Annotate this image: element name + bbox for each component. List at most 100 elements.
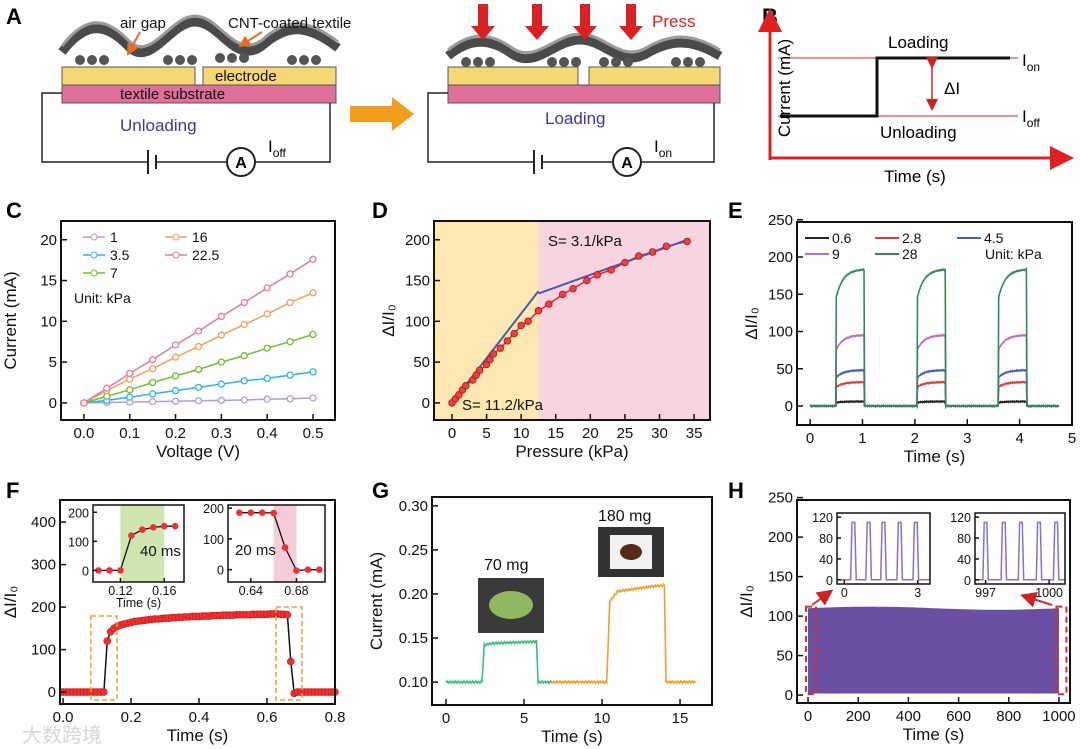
electrode-left-pressed — [447, 66, 579, 86]
y-tick-label: 300 — [31, 557, 56, 574]
y-tick-label: 80 — [819, 532, 833, 546]
data-point — [648, 248, 657, 256]
y-axis-title: ΔI/I₀ — [1, 586, 20, 619]
inset-point — [281, 544, 289, 551]
data-point — [607, 266, 615, 274]
inset-point — [106, 567, 113, 574]
data-point — [194, 383, 203, 392]
chart-c-current-voltage: 0.0 0.1 0.2 0.3 0.4 0.5 0 5 10 15 20 Voltage (V) Cur… — [1, 220, 336, 461]
x-tick-label: 0.0 — [53, 709, 74, 726]
y-tick-label: 0.30 — [399, 498, 428, 515]
delta-i-label: ΔI — [944, 79, 960, 98]
data-point — [583, 276, 591, 285]
ammeter-label-right: A — [621, 155, 633, 172]
y-tick-label: 120 — [812, 511, 833, 525]
legend-label: 28 — [902, 246, 918, 262]
data-point — [309, 289, 317, 297]
y-tick-label: 150 — [405, 273, 430, 290]
inset-point — [236, 509, 243, 516]
x-tick-label: 20 — [582, 425, 599, 442]
x-tick-label: 0.6 — [257, 709, 278, 726]
x-tick-label: 25 — [617, 425, 634, 442]
data-point — [148, 378, 157, 387]
legend-label: 3.5 — [110, 247, 130, 263]
x-axis-title: Time (s) — [903, 725, 965, 744]
series-70-mg — [445, 639, 553, 686]
zoom-box-rise — [90, 615, 118, 701]
data-point — [510, 329, 518, 338]
plot-frame — [974, 512, 1066, 585]
y-axis-title: Current (mA) — [1, 271, 20, 369]
data-point — [569, 284, 577, 293]
data-point — [263, 395, 271, 403]
b-i-on-sub: on — [1027, 60, 1040, 74]
data-point — [217, 331, 226, 339]
x-tick-label: 2 — [911, 430, 919, 447]
ammeter-icon — [226, 147, 256, 177]
data-point — [683, 237, 691, 246]
loading-label: Loading — [545, 109, 606, 128]
legend-label: 16 — [192, 229, 208, 245]
data-point — [240, 377, 248, 385]
data-point — [171, 372, 180, 380]
legend-marker — [172, 233, 180, 241]
series-1 — [80, 394, 317, 407]
data-point — [517, 321, 525, 330]
x-tick-label: 0.68 — [284, 584, 308, 598]
y-tick-label: 40 — [819, 553, 833, 567]
x-tick-label: 0.2 — [165, 425, 186, 442]
y-tick-label: 5 — [49, 354, 57, 371]
data-line — [451, 240, 688, 404]
data-point — [126, 369, 134, 378]
x-axis-title: Pressure (kPa) — [515, 442, 628, 461]
x-tick-label: 800 — [996, 708, 1021, 725]
panel-b-schematic: ΔI Loading Unloading Ion Ioff Current (m… — [758, 8, 1074, 186]
y-tick-label: 100 — [203, 533, 224, 547]
data-point — [524, 317, 532, 326]
inset-pulse-line — [975, 521, 1065, 581]
x-tick-label: 600 — [946, 708, 971, 725]
series-180-mg — [551, 582, 697, 685]
data-point — [100, 688, 108, 696]
data-point — [486, 355, 494, 364]
x-tick-label: 0 — [804, 708, 812, 725]
data-point — [534, 307, 543, 315]
inset-point — [160, 522, 168, 530]
legend-label: 22.5 — [192, 247, 219, 263]
inset-point — [247, 509, 255, 516]
series-9 — [809, 331, 1060, 410]
inset-annotation: 40 ms — [140, 543, 181, 560]
legend: 0.6 2.8 4.5 9 28 Unit: kPa — [805, 230, 1042, 262]
series-0-6 — [809, 398, 1060, 409]
b-unloading-label: Unloading — [880, 123, 957, 142]
press-arrows — [471, 4, 643, 40]
electrode-right-pressed — [588, 66, 721, 86]
data-point — [171, 386, 180, 395]
i-on-label: Ion — [654, 137, 672, 160]
b-y-label: Current (mA) — [775, 39, 794, 137]
plot-frame — [796, 221, 1073, 426]
legend-label: 9 — [832, 246, 840, 262]
inset-point — [258, 509, 266, 516]
y-axis-title: ΔI/I₀ — [737, 585, 756, 618]
chart-f-response-time: 0.0 0.2 0.4 0.6 0.8 0 100 200 300 400 Time (s) ΔI/I… — [1, 499, 345, 745]
y-axis-title: Current (mA) — [367, 552, 386, 650]
panel-label-h: H — [728, 478, 744, 503]
x-tick-label: 1000 — [1042, 708, 1075, 725]
plot-area — [837, 521, 930, 581]
plot-area — [975, 521, 1065, 581]
data-point — [126, 386, 134, 394]
data-point — [240, 298, 248, 307]
data-point — [263, 374, 271, 383]
inset-annotation: 20 ms — [235, 542, 276, 559]
x-tick-label: 0.4 — [189, 709, 210, 726]
data-point — [286, 298, 294, 307]
y-tick-label: 0 — [49, 395, 57, 412]
annotation-70mg: 70 mg — [484, 557, 528, 574]
y-tick-label: 80 — [957, 532, 971, 546]
cnt-textile-label: CNT-coated textile — [228, 15, 351, 32]
x-tick-label: 0.4 — [257, 425, 278, 442]
